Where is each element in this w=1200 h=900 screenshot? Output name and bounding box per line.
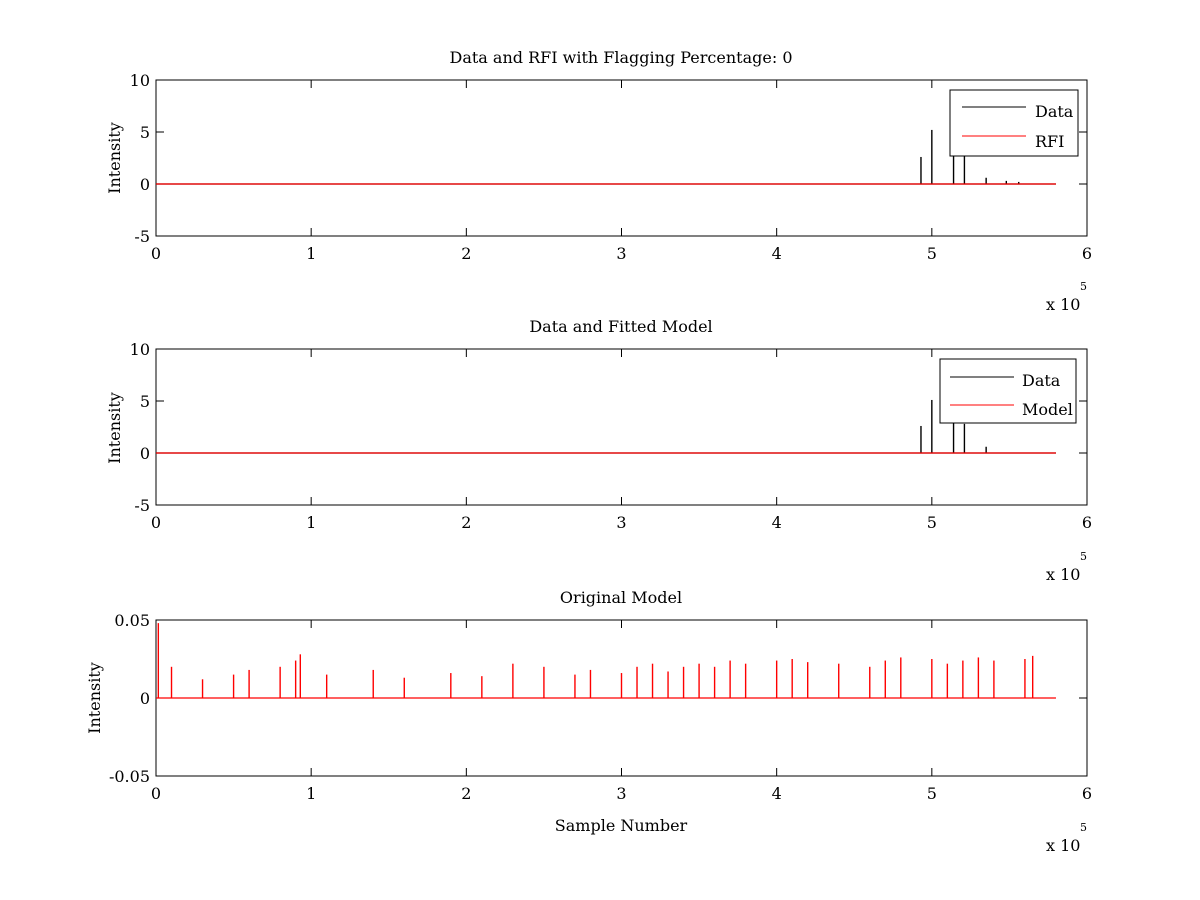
subplot-3-ylabel: Intensity (85, 662, 104, 734)
legend-label-data: Data (1022, 371, 1061, 390)
x-tick-label: 4 (772, 244, 782, 263)
x-tick-label: 0 (151, 784, 161, 803)
y-tick-label: 0 (140, 175, 150, 194)
subplot-2-x-multiplier: x 10 (1046, 565, 1080, 584)
x-tick-label: 5 (927, 513, 937, 532)
y-tick-label: 10 (130, 340, 150, 359)
subplot-3: Original Model Intensity Sample Number x… (85, 588, 1092, 855)
x-tick-label: 4 (772, 784, 782, 803)
x-tick-label: 5 (927, 784, 937, 803)
x-tick-label: 3 (616, 784, 626, 803)
subplot-3-x-multiplier-exp: 5 (1080, 821, 1087, 834)
x-tick-label: 6 (1082, 244, 1092, 263)
subplot-3-x-multiplier: x 10 (1046, 836, 1080, 855)
x-tick-label: 3 (616, 244, 626, 263)
subplot-1-title: Data and RFI with Flagging Percentage: 0 (449, 48, 792, 67)
x-tick-label: 1 (306, 244, 316, 263)
y-tick-label: -5 (134, 227, 150, 246)
y-tick-label: 0 (140, 444, 150, 463)
y-tick-label: 5 (140, 392, 150, 411)
x-tick-label: 6 (1082, 784, 1092, 803)
subplot-1-x-multiplier-exp: 5 (1080, 280, 1087, 293)
legend-label-rfi: RFI (1035, 132, 1064, 151)
legend-box (939, 358, 1077, 424)
subplot-1-x-multiplier: x 10 (1046, 295, 1080, 314)
y-tick-label: 10 (130, 71, 150, 90)
x-tick-label: 2 (461, 513, 471, 532)
subplot-1-ylabel: Intensity (105, 122, 124, 194)
legend-box (949, 89, 1079, 157)
y-tick-label: 0 (140, 689, 150, 708)
x-tick-label: 1 (306, 784, 316, 803)
subplot-2: Data and Fitted Model Intensity x 10 5 0… (105, 317, 1092, 584)
x-tick-label: 0 (151, 244, 161, 263)
subplot-3-xlabel: Sample Number (555, 816, 688, 835)
x-tick-label: 5 (927, 244, 937, 263)
y-tick-label: 5 (140, 123, 150, 142)
x-tick-label: 1 (306, 513, 316, 532)
x-tick-label: 3 (616, 513, 626, 532)
subplot-3-title: Original Model (560, 588, 682, 607)
subplot-2-ylabel: Intensity (105, 392, 124, 464)
x-tick-label: 0 (151, 513, 161, 532)
subplot-1-legend: Data RFI (949, 89, 1079, 157)
legend-label-model: Model (1022, 400, 1073, 419)
y-tick-label: 0.05 (114, 611, 150, 630)
x-tick-label: 2 (461, 244, 471, 263)
x-tick-label: 4 (772, 513, 782, 532)
subplot-1: Data and RFI with Flagging Percentage: 0… (105, 48, 1092, 314)
y-tick-label: -5 (134, 496, 150, 515)
x-tick-label: 2 (461, 784, 471, 803)
y-tick-label: -0.05 (109, 767, 150, 786)
x-tick-label: 6 (1082, 513, 1092, 532)
legend-label-data: Data (1035, 102, 1074, 121)
subplot-2-title: Data and Fitted Model (529, 317, 712, 336)
subplot-2-legend: Data Model (939, 358, 1077, 424)
subplot-2-x-multiplier-exp: 5 (1080, 550, 1087, 563)
